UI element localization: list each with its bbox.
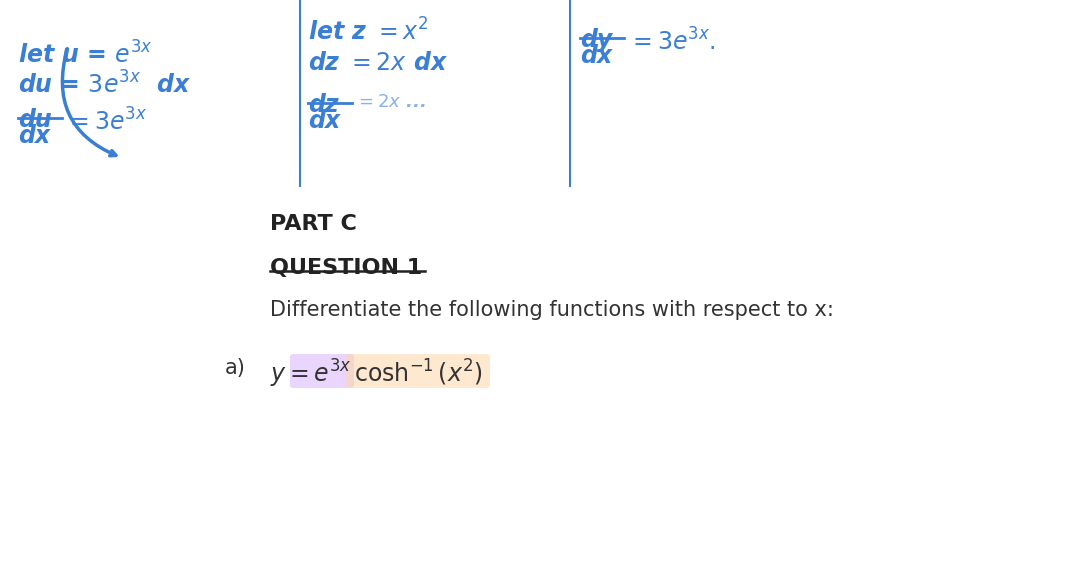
Text: dy: dy xyxy=(580,28,612,52)
Text: $= 3e^{3x}$: $= 3e^{3x}$ xyxy=(65,108,147,135)
Text: dx: dx xyxy=(580,44,612,68)
Text: let z $= x^2$: let z $= x^2$ xyxy=(308,18,429,45)
Text: du: du xyxy=(18,108,52,132)
FancyBboxPatch shape xyxy=(291,354,354,388)
Text: dx: dx xyxy=(18,124,50,148)
FancyBboxPatch shape xyxy=(346,354,490,388)
Text: dz: dz xyxy=(308,93,339,117)
Text: dz $= 2x$ dx: dz $= 2x$ dx xyxy=(308,51,448,75)
Text: Differentiate the following functions with respect to x:: Differentiate the following functions wi… xyxy=(270,300,834,320)
Text: QUESTION 1: QUESTION 1 xyxy=(270,258,422,278)
Text: PART C: PART C xyxy=(270,214,356,234)
Text: du = $3e^{3x}$  dx: du = $3e^{3x}$ dx xyxy=(18,71,191,98)
Text: let u = $e^{3x}$: let u = $e^{3x}$ xyxy=(18,41,152,68)
Text: $= 3e^{3x}.$: $= 3e^{3x}.$ xyxy=(627,28,716,55)
Text: a): a) xyxy=(225,358,246,378)
Text: $= 2x$ ...: $= 2x$ ... xyxy=(355,93,426,111)
Text: dx: dx xyxy=(308,109,340,133)
Text: $y = e^{3x}\,\cosh^{-1}(x^2)$: $y = e^{3x}\,\cosh^{-1}(x^2)$ xyxy=(270,358,483,390)
